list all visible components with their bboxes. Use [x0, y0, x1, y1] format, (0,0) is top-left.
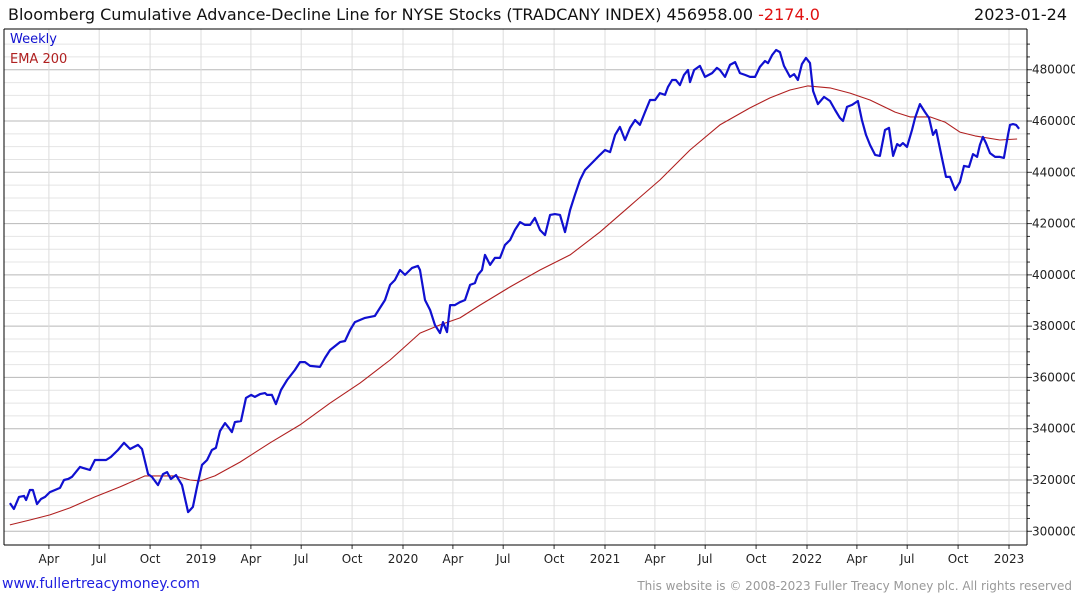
y-tick-label: 440000	[1032, 165, 1075, 179]
copyright-notice: This website is © 2008-2023 Fuller Treac…	[637, 579, 1072, 593]
ema-200-line	[9, 85, 1018, 526]
x-tick-label: Apr	[847, 552, 868, 566]
x-tick-label: Apr	[645, 552, 666, 566]
x-tick-label: 2022	[792, 552, 823, 566]
x-tick-label: Jul	[293, 552, 308, 566]
x-tick-label: Apr	[39, 552, 60, 566]
x-tick-label: Jul	[899, 552, 914, 566]
y-tick-label: 300000	[1032, 524, 1075, 538]
x-tick-label: Jul	[91, 552, 106, 566]
weekly-line	[8, 48, 1020, 514]
x-tick-label: 2023	[994, 552, 1025, 566]
legend-weekly: Weekly	[10, 32, 57, 47]
x-tick-label: Oct	[140, 552, 161, 566]
y-tick-label: 460000	[1032, 114, 1075, 128]
x-tick-label: 2021	[590, 552, 621, 566]
x-tick-label: Oct	[746, 552, 767, 566]
y-tick-label: 340000	[1032, 422, 1075, 436]
chart-date: 2023-01-24	[974, 5, 1067, 24]
y-tick-label: 360000	[1032, 370, 1075, 384]
y-tick-label: 320000	[1032, 473, 1075, 487]
x-tick-label: Apr	[241, 552, 262, 566]
y-tick-label: 420000	[1032, 217, 1075, 231]
y-tick-label: 380000	[1032, 319, 1075, 333]
x-tick-label: 2020	[388, 552, 419, 566]
y-tick-label: 400000	[1032, 268, 1075, 282]
title-text: Bloomberg Cumulative Advance-Decline Lin…	[8, 5, 662, 24]
x-tick-label: Jul	[495, 552, 510, 566]
change-value: -2174.0	[758, 5, 820, 24]
y-tick-label: 480000	[1032, 63, 1075, 77]
website-link[interactable]: www.fullertreacymoney.com	[2, 576, 200, 592]
x-tick-label: Oct	[948, 552, 969, 566]
x-tick-label: Oct	[544, 552, 565, 566]
legend-ema: EMA 200	[10, 52, 68, 67]
x-tick-label: Jul	[697, 552, 712, 566]
x-tick-label: Apr	[443, 552, 464, 566]
x-tick-label: Oct	[342, 552, 363, 566]
last-value: 456958.00	[666, 5, 754, 24]
x-tick-label: 2019	[186, 552, 217, 566]
chart-title: Bloomberg Cumulative Advance-Decline Lin…	[8, 5, 820, 24]
